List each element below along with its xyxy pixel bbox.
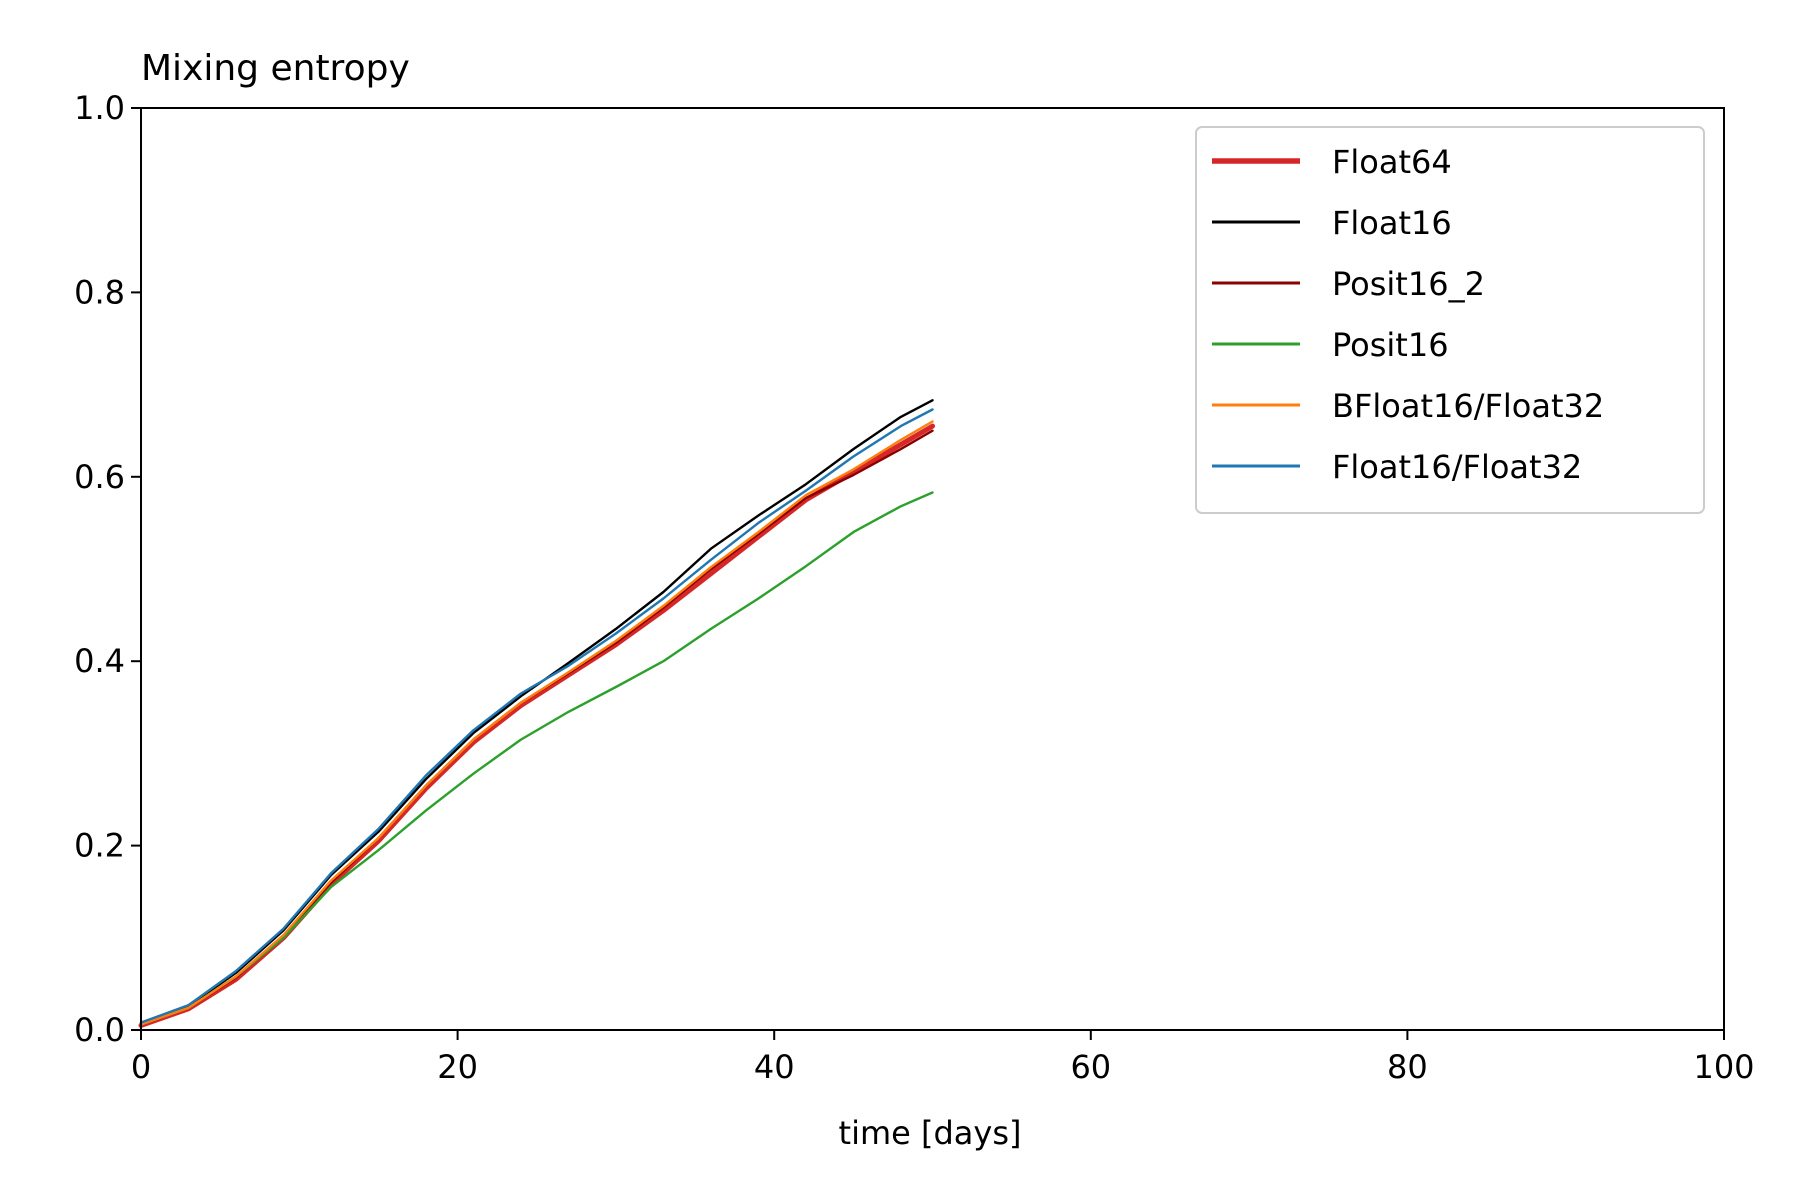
x-tick-label: 100: [1693, 1048, 1754, 1086]
legend: Float64 Float16 Posit16_2 Posit16 BFloat16/F…: [1195, 126, 1705, 514]
legend-label-posit16: Posit16: [1332, 326, 1449, 364]
plot-lines: [138, 399, 935, 1028]
series-line-bfloat16-float32: [139, 420, 934, 1026]
x-tick-label: 80: [1387, 1048, 1428, 1086]
y-tick-label: 0.6: [74, 458, 125, 496]
x-axis-label: time [days]: [839, 1114, 1022, 1152]
legend-box: [1195, 126, 1705, 514]
y-tick-label: 1.0: [74, 89, 125, 127]
y-tick-label: 0.8: [74, 273, 125, 311]
y-tick-label: 0.4: [74, 642, 125, 680]
series-line-posit16: [139, 491, 934, 1026]
legend-label-bfloat16-float32: BFloat16/Float32: [1332, 387, 1604, 425]
legend-label-float64: Float64: [1332, 143, 1452, 181]
legend-label-float16-float32: Float16/Float32: [1332, 448, 1582, 486]
x-tick-label: 20: [437, 1048, 478, 1086]
y-axis: 0.0 0.2 0.4 0.6 0.8 1.0: [74, 89, 141, 1049]
plot-frame: [140, 107, 1725, 1031]
y-tick-label: 0.0: [74, 1011, 125, 1049]
series-line-float16-float32: [139, 408, 934, 1024]
chart-title: Mixing entropy: [141, 48, 410, 89]
y-tick-label: 0.2: [74, 827, 125, 865]
x-tick-label: 0: [131, 1048, 151, 1086]
x-tick-label: 60: [1070, 1048, 1111, 1086]
x-axis: 0 20 40 60 80 100: [131, 1030, 1755, 1086]
legend-label-posit16-2: Posit16_2: [1332, 265, 1485, 303]
x-tick-label: 40: [754, 1048, 795, 1086]
legend-label-float16: Float16: [1332, 204, 1452, 242]
